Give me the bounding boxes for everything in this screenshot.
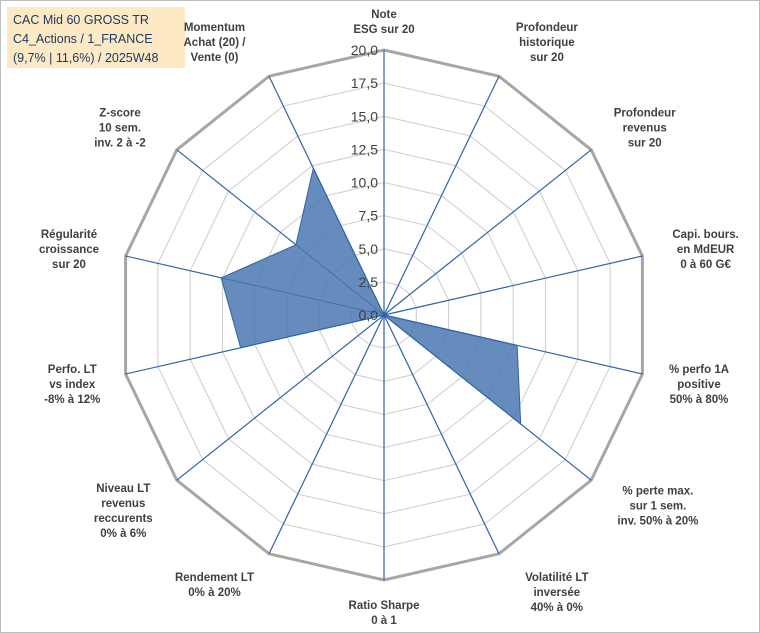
axis-label-line: sur 20 xyxy=(628,137,662,149)
axis-label-2: Profondeur revenus sur 20 xyxy=(614,107,676,149)
axis-label-line: Niveau LT xyxy=(96,483,150,495)
tick-label: 17,5 xyxy=(351,75,378,91)
axis-label-line: inv. 50% à 20% xyxy=(617,516,698,528)
axis-label-8: Rendement LT 0% à 20% xyxy=(175,572,254,599)
axis-label-line: sur 1 sem. xyxy=(629,501,686,513)
spoke-2 xyxy=(383,149,592,316)
axis-label-line: ESG sur 20 xyxy=(353,24,414,36)
axis-label-line: Rendement LT xyxy=(175,572,254,584)
axis-label-line: inversée xyxy=(533,587,580,599)
axis-label-line: reccurents xyxy=(94,513,153,525)
axis-label-13: Momentum Achat (20) / Vente (0) xyxy=(184,22,247,64)
axis-label-4: % perfo 1A positive 50% à 80% xyxy=(669,364,729,406)
axis-label-line: 0 à 1 xyxy=(371,615,397,627)
axis-label-line: 50% à 80% xyxy=(670,394,729,406)
axis-label-0: Note ESG sur 20 xyxy=(353,9,414,36)
title-line-3: (9,7% | 11,6%) / 2025W48 xyxy=(13,51,159,65)
axis-label-line: Profondeur xyxy=(516,22,578,34)
title-line-2: C4_Actions / 1_FRANCE xyxy=(13,32,153,46)
axis-label-line: croissance xyxy=(39,244,99,256)
axis-label-3: Capi. bours. en MdEUR 0 à 60 G€ xyxy=(672,229,738,271)
axis-label-line: Z-score xyxy=(99,107,141,119)
axis-label-line: sur 20 xyxy=(530,52,564,64)
tick-label: 0,0 xyxy=(359,307,379,323)
axis-label-line: Note xyxy=(371,9,397,21)
tick-label: 20,0 xyxy=(351,42,378,58)
axis-label-line: Régularité xyxy=(41,229,97,241)
axis-label-5: % perte max. sur 1 sem. inv. 50% à 20% xyxy=(617,486,698,528)
tick-label: 2,5 xyxy=(359,274,379,290)
axis-label-line: revenus xyxy=(101,498,145,510)
tick-label: 15,0 xyxy=(351,108,378,124)
axis-label-1: Profondeur historique sur 20 xyxy=(516,22,578,64)
axis-label-line: Volatilité LT xyxy=(525,572,588,584)
tick-label: 7,5 xyxy=(359,208,379,224)
spoke-6 xyxy=(383,314,500,555)
axis-label-6: Volatilité LT inversée 40% à 0% xyxy=(525,572,588,614)
axis-label-line: Momentum xyxy=(184,22,245,34)
tick-label: 12,5 xyxy=(351,141,378,157)
spoke-8 xyxy=(268,314,385,555)
axis-label-line: revenus xyxy=(623,122,667,134)
axis-label-line: Ratio Sharpe xyxy=(349,600,420,612)
spoke-9 xyxy=(176,314,385,481)
axis-label-line: 0% à 20% xyxy=(188,587,240,599)
radar-tick-labels: 0,0 2,5 5,0 7,5 10,0 12,5 15,0 17,5 20,0 xyxy=(351,42,378,323)
axis-label-12: Z-score 10 sem. inv. 2 à -2 xyxy=(94,107,146,149)
axis-label-line: 0 à 60 G€ xyxy=(680,259,731,271)
axis-label-line: inv. 2 à -2 xyxy=(94,137,146,149)
axis-label-line: 0% à 6% xyxy=(100,528,146,540)
axis-label-10: Perfo. LT vs index -8% à 12% xyxy=(44,364,100,406)
axis-label-line: Capi. bours. xyxy=(672,229,738,241)
axis-label-line: Achat (20) / xyxy=(184,37,247,49)
axis-label-line: sur 20 xyxy=(52,259,86,271)
axis-label-line: 10 sem. xyxy=(99,122,141,134)
axis-label-line: -8% à 12% xyxy=(44,394,100,406)
axis-label-line: Profondeur xyxy=(614,107,676,119)
title-line-1: CAC Mid 60 GROSS TR xyxy=(13,13,149,27)
chart-title-box: CAC Mid 60 GROSS TR C4_Actions / 1_FRANC… xyxy=(7,7,185,68)
axis-label-9: Niveau LT revenus reccurents 0% à 6% xyxy=(94,483,153,540)
tick-label: 5,0 xyxy=(359,241,379,257)
axis-label-line: Vente (0) xyxy=(191,52,239,64)
radar-series xyxy=(220,166,522,533)
axis-label-line: 40% à 0% xyxy=(531,602,583,614)
axis-label-line: vs index xyxy=(49,379,96,391)
spoke-3 xyxy=(383,255,643,316)
axis-label-11: Régularité croissance sur 20 xyxy=(39,229,99,271)
axis-label-line: Perfo. LT xyxy=(48,364,97,376)
radar-axis-labels: Note ESG sur 20 Profondeur historique sur 20… xyxy=(39,9,739,627)
axis-label-line: historique xyxy=(519,37,575,49)
axis-label-7: Ratio Sharpe 0 à 1 xyxy=(349,600,420,627)
tick-label: 10,0 xyxy=(351,175,378,191)
spoke-1 xyxy=(383,75,500,316)
axis-label-line: % perte max. xyxy=(622,486,693,498)
axis-label-line: positive xyxy=(677,379,720,391)
axis-label-line: en MdEUR xyxy=(677,244,735,256)
axis-label-line: % perfo 1A xyxy=(669,364,729,376)
